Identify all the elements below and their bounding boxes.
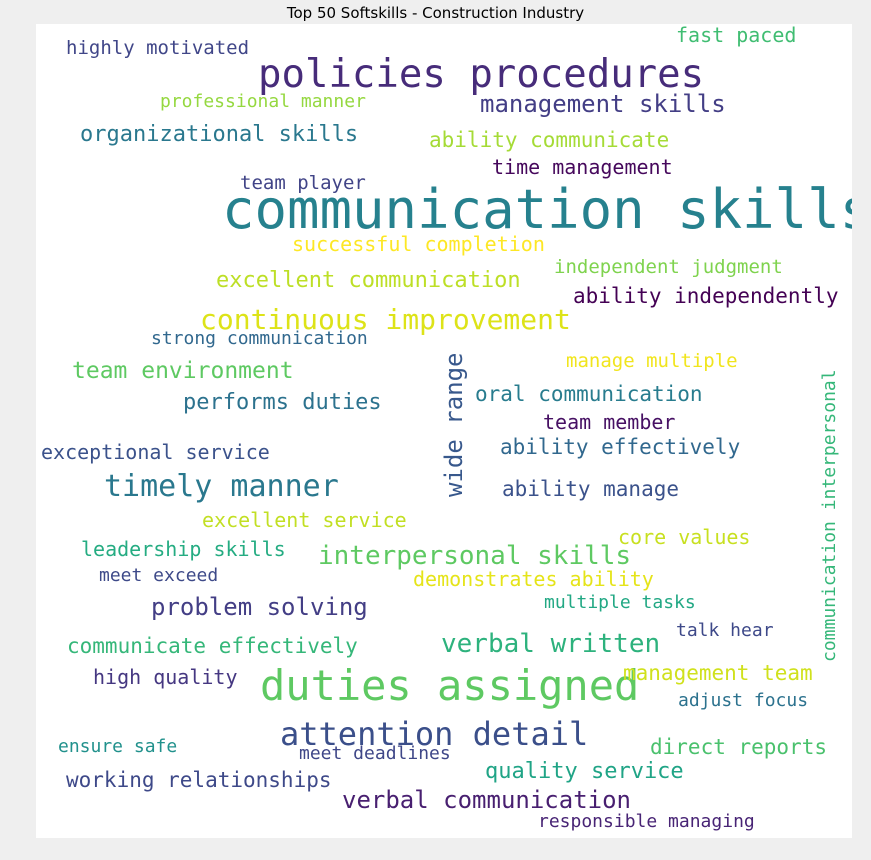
word-quality-service: quality service [485, 759, 684, 784]
word-working-relationships: working relationships [66, 768, 332, 792]
word-policies-procedures: policies procedures [258, 52, 704, 97]
word-independent-judgment: independent judgment [554, 256, 783, 278]
word-meet-deadlines: meet deadlines [299, 743, 451, 764]
word-wide-range: wide range [440, 353, 468, 498]
word-excellent-communication: excellent communication [216, 268, 521, 293]
word-professional-manner: professional manner [160, 91, 366, 112]
word-direct-reports: direct reports [650, 735, 827, 759]
word-communicate-effectively: communicate effectively [67, 634, 358, 658]
word-team-environment: team environment [72, 358, 294, 384]
word-adjust-focus: adjust focus [678, 690, 808, 711]
word-responsible-managing: responsible managing [538, 811, 755, 832]
word-performs-duties: performs duties [183, 390, 382, 415]
word-interpersonal-skills: interpersonal skills [318, 541, 631, 571]
word-core-values: core values [618, 525, 750, 549]
word-ensure-safe: ensure safe [58, 736, 177, 757]
word-communication-skills: communication skills [222, 178, 852, 241]
word-verbal-written: verbal written [441, 629, 660, 659]
word-ability-communicate: ability communicate [429, 128, 669, 152]
word-fast-paced: fast paced [676, 24, 796, 47]
word-communication-interpersonal: communication interpersonal [819, 369, 840, 662]
word-strong-communication: strong communication [151, 328, 368, 349]
word-organizational-skills: organizational skills [80, 122, 358, 147]
word-highly-motivated: highly motivated [66, 37, 249, 59]
wordcloud-svg: communication skills policies procedures d… [41, 24, 852, 832]
word-exceptional-service: exceptional service [41, 440, 270, 464]
chart-title: Top 50 Softskills - Construction Industr… [286, 4, 585, 22]
word-team-player: team player [240, 172, 366, 194]
word-duties-assigned: duties assigned [260, 661, 639, 710]
wordcloud-panel: communication skills policies procedures d… [36, 24, 852, 838]
word-timely-manner: timely manner [104, 469, 339, 504]
word-high-quality: high quality [93, 665, 238, 689]
word-manage-multiple: manage multiple [566, 350, 738, 372]
word-problem-solving: problem solving [151, 593, 368, 621]
word-ability-manage: ability manage [502, 477, 679, 501]
word-ability-independently: ability independently [573, 284, 839, 308]
word-meet-exceed: meet exceed [99, 565, 218, 586]
word-verbal-communication: verbal communication [342, 786, 631, 814]
word-demonstrates-ability: demonstrates ability [413, 567, 654, 591]
word-team-member: team member [543, 410, 675, 434]
word-continuous-improvement: continuous improvement [200, 303, 571, 336]
word-leadership-skills: leadership skills [81, 537, 286, 561]
word-ability-effectively: ability effectively [500, 435, 740, 459]
word-talk-hear: talk hear [676, 620, 774, 641]
word-time-management: time management [492, 155, 673, 179]
word-multiple-tasks: multiple tasks [544, 592, 696, 613]
word-management-skills: management skills [480, 90, 726, 118]
word-successful-completion: successful completion [292, 232, 545, 256]
word-excellent-service: excellent service [202, 508, 407, 532]
word-attention-detail: attention detail [280, 715, 588, 753]
word-oral-communication: oral communication [475, 382, 703, 406]
word-management-team: management team [623, 661, 813, 685]
